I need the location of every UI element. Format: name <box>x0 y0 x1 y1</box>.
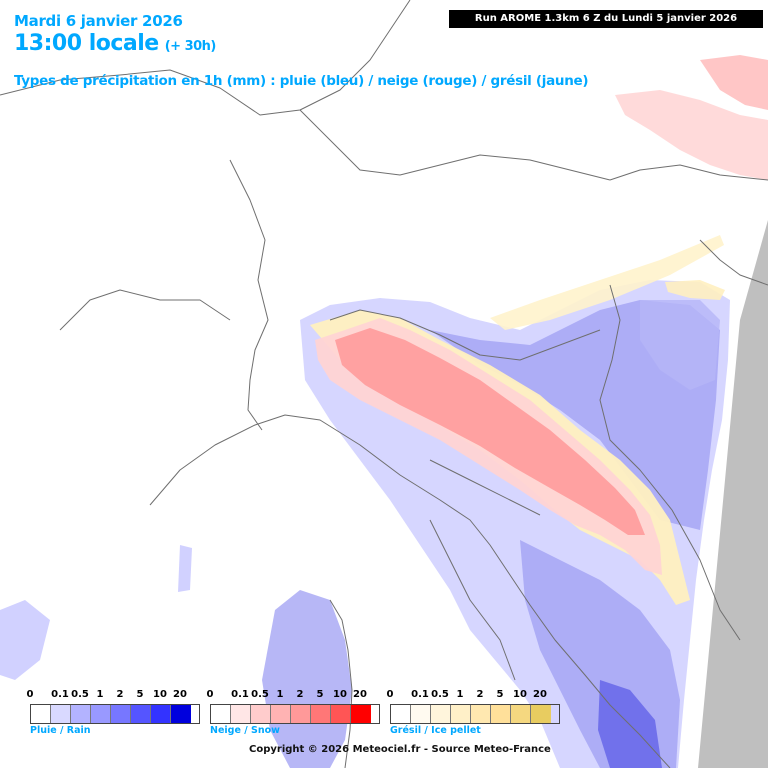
legend-snow-caption: Neige / Snow <box>210 725 280 736</box>
legend-rain-tick: 0.5 <box>71 689 89 700</box>
coastline-corsica <box>329 599 353 768</box>
legend-sleet-tick: 0.1 <box>411 689 429 700</box>
no-data-zone <box>698 220 768 768</box>
legend-rain: 0 0.1 0.5 1 2 5 10 20 Pluie / Rain <box>26 689 200 736</box>
legend-snow-tick: 2 <box>296 689 304 700</box>
legend-snow-swatch <box>331 705 351 723</box>
legend-sleet-tick: 2 <box>476 689 484 700</box>
legend-snow-swatch <box>231 705 251 723</box>
legend-snow-tick: 0.5 <box>251 689 269 700</box>
forecast-date: Mardi 6 janvier 2026 <box>14 12 183 30</box>
legend-sleet-swatch <box>451 705 471 723</box>
legend-snow-tick: 5 <box>316 689 324 700</box>
legend-sleet-tick: 1 <box>456 689 464 700</box>
model-run-label: Run AROME 1.3km 6 Z du Lundi 5 janvier 2… <box>449 10 763 28</box>
legend-rain-swatch <box>151 705 171 723</box>
legend-sleet-caption: Grésil / Ice pellet <box>390 725 481 736</box>
legend-snow-swatch <box>291 705 311 723</box>
legend-sleet: 0 0.1 0.5 1 2 5 10 20 Grésil / Ice pellet <box>386 689 560 736</box>
legend-sleet-swatch <box>511 705 531 723</box>
legend-rain-swatch <box>51 705 71 723</box>
legend-rain-tick: 20 <box>173 689 187 700</box>
region-border-po <box>329 309 601 361</box>
legend-rain-swatch <box>31 705 51 723</box>
legend-snow-tick: 20 <box>353 689 367 700</box>
legend-snow-swatch <box>351 705 371 723</box>
legend-sleet-tick: 0.5 <box>431 689 449 700</box>
legend-rain-tick: 5 <box>136 689 144 700</box>
legend-snow-tick: 1 <box>276 689 284 700</box>
legend-snow-swatch <box>311 705 331 723</box>
legend-sleet-swatch <box>391 705 411 723</box>
snow-patch-alps-northeast <box>700 55 768 110</box>
coastline-ligurian <box>149 414 671 768</box>
coastline-adriatic <box>599 284 741 641</box>
legend-sleet-tick: 0 <box>386 689 394 700</box>
legend-snow-tick: 0.1 <box>231 689 249 700</box>
snow-patch-alps-east <box>615 90 768 180</box>
legend-sleet-swatch <box>491 705 511 723</box>
legend-sleet-colorbar <box>390 704 560 724</box>
region-border-apennine <box>429 459 541 516</box>
precipitation-types-title: Types de précipitation en 1h (mm) : plui… <box>14 73 589 89</box>
rain-area-adriatic <box>640 300 720 390</box>
legend-rain-swatch <box>171 705 191 723</box>
legend-rain-ticks: 0 0.1 0.5 1 2 5 10 20 <box>26 689 200 703</box>
border-slovenia-croatia <box>699 239 768 286</box>
legend-snow-swatch <box>271 705 291 723</box>
legend-snow-ticks: 0 0.1 0.5 1 2 5 10 20 <box>206 689 380 703</box>
legend-snow-swatch <box>211 705 231 723</box>
region-border-tuscany <box>429 519 516 681</box>
border-france-italy <box>229 159 269 431</box>
legend-sleet-tick: 10 <box>513 689 527 700</box>
forecast-local-time: 13:00 locale <box>14 31 159 56</box>
legend-sleet-ticks: 0 0.1 0.5 1 2 5 10 20 <box>386 689 560 703</box>
legend-rain-tick: 10 <box>153 689 167 700</box>
rain-area-dark <box>598 680 662 768</box>
sleet-streak-north <box>490 235 724 330</box>
legend-rain-tick: 0 <box>26 689 34 700</box>
legend-rain-tick: 1 <box>96 689 104 700</box>
rain-patch-sea <box>178 545 192 592</box>
legend-rain-tick: 0.1 <box>51 689 69 700</box>
forecast-lead-time: (+ 30h) <box>164 39 217 54</box>
border-austria-slovenia <box>609 164 768 181</box>
legend-snow-tick: 0 <box>206 689 214 700</box>
border-switzerland <box>0 0 411 116</box>
legend-rain-swatch <box>111 705 131 723</box>
legend-snow-tick: 10 <box>333 689 347 700</box>
snow-area-medium <box>335 328 645 535</box>
legend-sleet-swatch <box>471 705 491 723</box>
sleet-patch-adriatic <box>665 280 725 300</box>
legend-snow: 0 0.1 0.5 1 2 5 10 20 Neige / Snow <box>206 689 380 736</box>
legend-sleet-swatch <box>531 705 551 723</box>
legend-rain-swatch <box>91 705 111 723</box>
legend-sleet-tick: 20 <box>533 689 547 700</box>
legend-sleet-tick: 5 <box>496 689 504 700</box>
legend-snow-swatch <box>251 705 271 723</box>
copyright-notice: Copyright © 2026 Meteociel.fr - Source M… <box>249 744 551 755</box>
legend-sleet-swatch <box>411 705 431 723</box>
region-border-west <box>59 289 231 331</box>
legend-snow-colorbar <box>210 704 380 724</box>
border-italy-alps <box>299 109 611 181</box>
legend-rain-tick: 2 <box>116 689 124 700</box>
legend-sleet-swatch <box>431 705 451 723</box>
legend-rain-swatch <box>131 705 151 723</box>
legend-rain-colorbar <box>30 704 200 724</box>
legend-rain-swatch <box>71 705 91 723</box>
forecast-time: 13:00 locale (+ 30h) <box>14 31 216 56</box>
rain-patch-west <box>0 600 50 680</box>
legend-rain-caption: Pluie / Rain <box>30 725 91 736</box>
